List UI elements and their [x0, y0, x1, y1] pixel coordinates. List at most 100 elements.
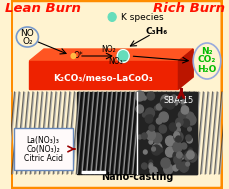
Circle shape	[172, 165, 178, 171]
Text: O₂: O₂	[22, 37, 33, 46]
Circle shape	[165, 99, 174, 109]
Circle shape	[146, 130, 155, 140]
Polygon shape	[77, 92, 196, 174]
Circle shape	[178, 111, 185, 119]
Text: Citric Acid: Citric Acid	[23, 154, 62, 163]
Circle shape	[176, 123, 180, 127]
Text: K species: K species	[121, 12, 163, 22]
Circle shape	[156, 104, 161, 110]
Circle shape	[187, 127, 191, 131]
Circle shape	[147, 92, 154, 100]
FancyBboxPatch shape	[14, 128, 72, 170]
Circle shape	[180, 155, 183, 159]
Text: K₂CO₃/meso-LaCoO₃: K₂CO₃/meso-LaCoO₃	[53, 74, 152, 83]
Circle shape	[152, 133, 161, 143]
Circle shape	[181, 105, 185, 109]
Circle shape	[160, 99, 168, 107]
Circle shape	[108, 12, 116, 22]
Circle shape	[136, 105, 143, 113]
Circle shape	[145, 115, 152, 123]
Circle shape	[165, 147, 174, 157]
Text: SBA-15: SBA-15	[163, 96, 193, 105]
Circle shape	[185, 135, 191, 141]
Polygon shape	[178, 49, 192, 89]
Circle shape	[151, 147, 155, 151]
Circle shape	[169, 123, 176, 131]
Circle shape	[176, 163, 181, 169]
Circle shape	[180, 143, 186, 149]
Circle shape	[174, 127, 180, 133]
Circle shape	[71, 53, 75, 59]
Text: O*: O*	[74, 51, 84, 60]
Circle shape	[172, 151, 181, 161]
Circle shape	[170, 95, 176, 101]
Circle shape	[179, 162, 188, 172]
Circle shape	[158, 148, 162, 152]
Circle shape	[160, 158, 169, 168]
Circle shape	[142, 113, 146, 117]
Circle shape	[175, 151, 180, 157]
Circle shape	[149, 167, 157, 175]
Circle shape	[185, 162, 189, 166]
Circle shape	[161, 161, 165, 165]
Circle shape	[163, 164, 172, 174]
Circle shape	[161, 161, 167, 167]
Circle shape	[186, 151, 193, 159]
Circle shape	[143, 150, 147, 154]
Circle shape	[148, 163, 152, 167]
Circle shape	[172, 142, 181, 152]
Circle shape	[188, 148, 191, 152]
Circle shape	[151, 145, 160, 155]
FancyBboxPatch shape	[11, 1, 221, 188]
Circle shape	[141, 163, 147, 169]
Text: CO₂: CO₂	[197, 56, 215, 64]
Circle shape	[158, 125, 166, 133]
Circle shape	[141, 133, 147, 139]
Circle shape	[148, 165, 152, 169]
Circle shape	[176, 152, 181, 158]
Circle shape	[187, 152, 196, 162]
Circle shape	[150, 131, 154, 135]
Circle shape	[184, 112, 193, 122]
Circle shape	[148, 160, 152, 164]
Circle shape	[186, 137, 191, 143]
Text: N₂: N₂	[200, 46, 212, 56]
Circle shape	[160, 95, 169, 105]
Circle shape	[173, 101, 177, 105]
Polygon shape	[81, 171, 104, 173]
Polygon shape	[29, 49, 192, 61]
Circle shape	[180, 106, 188, 114]
Circle shape	[148, 115, 152, 119]
Circle shape	[175, 118, 182, 126]
Circle shape	[135, 91, 144, 101]
Text: Co(NO₃)₂: Co(NO₃)₂	[26, 145, 60, 154]
Circle shape	[145, 108, 154, 118]
Text: La(NO₃)₃: La(NO₃)₃	[27, 136, 59, 145]
Circle shape	[117, 50, 129, 63]
Circle shape	[173, 132, 182, 142]
Circle shape	[158, 112, 168, 122]
Polygon shape	[29, 61, 178, 89]
Text: Lean Burn: Lean Burn	[5, 2, 81, 15]
Circle shape	[183, 151, 192, 161]
Circle shape	[173, 132, 179, 138]
Circle shape	[181, 168, 185, 172]
Circle shape	[154, 106, 158, 110]
Circle shape	[152, 143, 161, 153]
Polygon shape	[136, 92, 196, 174]
Text: NO₂: NO₂	[101, 44, 115, 53]
Circle shape	[156, 118, 161, 124]
Text: Rich Burn: Rich Burn	[152, 2, 224, 15]
Text: NO₃⁻: NO₃⁻	[108, 57, 126, 67]
Circle shape	[181, 119, 189, 127]
Circle shape	[175, 136, 180, 142]
Circle shape	[184, 154, 190, 160]
Text: NO: NO	[20, 29, 34, 39]
Circle shape	[176, 119, 181, 125]
Circle shape	[148, 140, 152, 144]
Text: C₃H₆: C₃H₆	[144, 26, 167, 36]
Text: Nano-casting: Nano-casting	[100, 172, 172, 182]
Circle shape	[187, 150, 192, 156]
Text: H₂O: H₂O	[196, 64, 216, 74]
Circle shape	[142, 96, 146, 100]
